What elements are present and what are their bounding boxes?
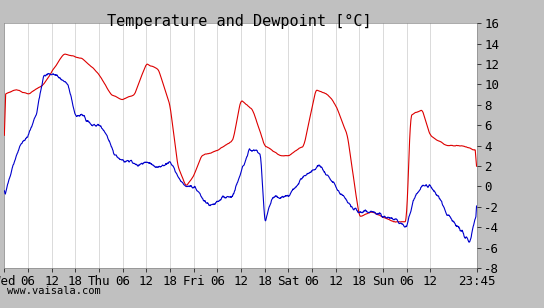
Text: www.vaisala.com: www.vaisala.com	[7, 286, 100, 296]
Text: Temperature and Dewpoint [°C]: Temperature and Dewpoint [°C]	[107, 14, 372, 29]
